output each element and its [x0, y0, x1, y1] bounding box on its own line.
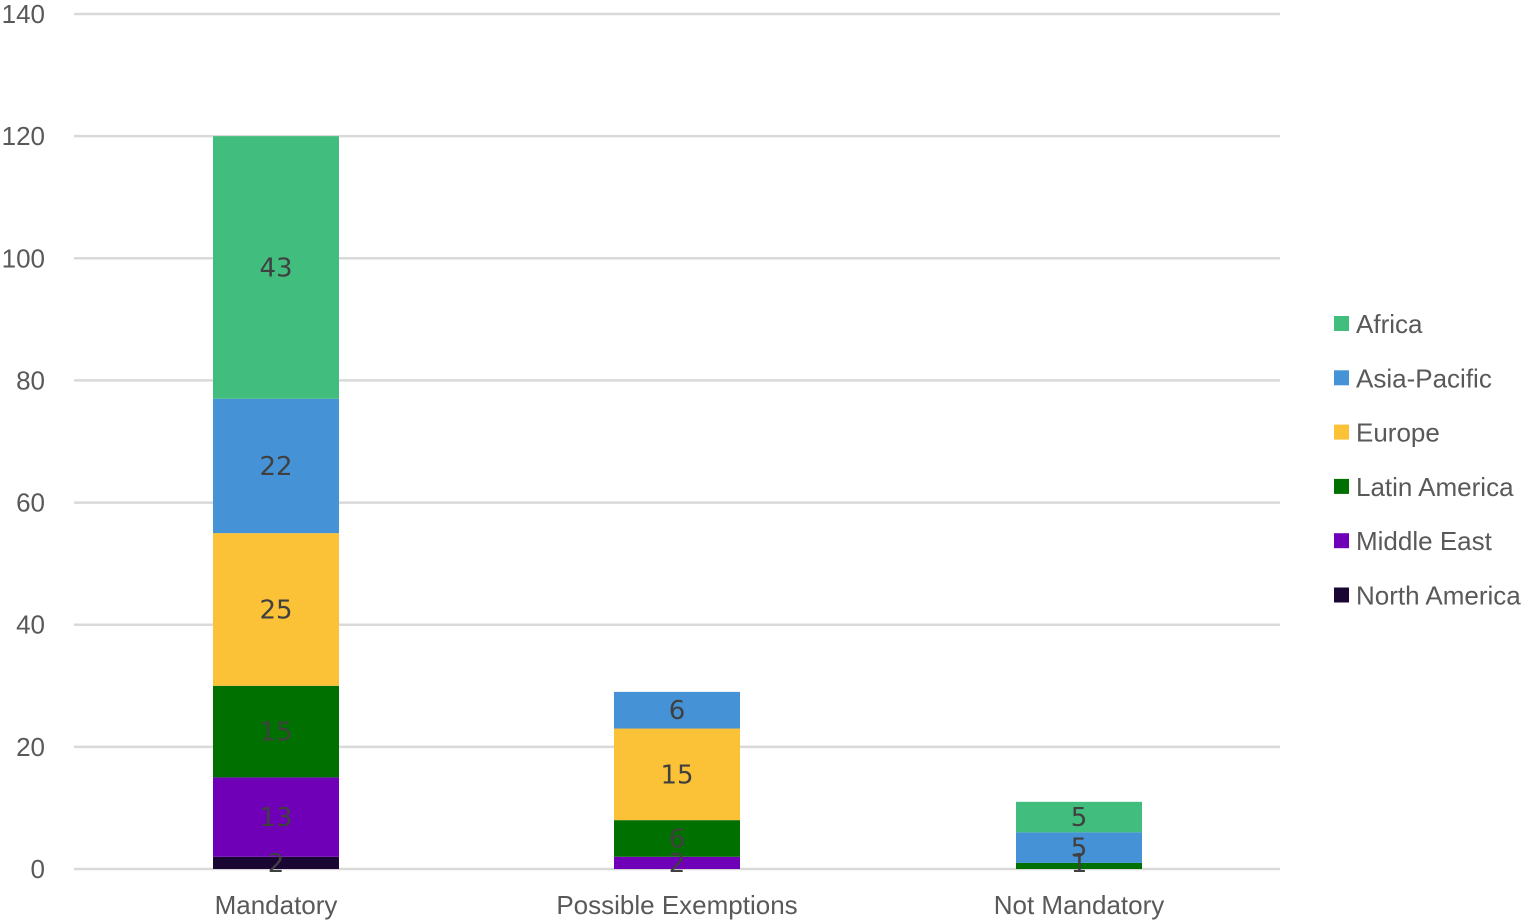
bar-segment-mandatory-middle-east [213, 777, 339, 857]
legend-item-latin-america: Latin America [1334, 472, 1514, 502]
data-label-mandatory-north-america: 2 [268, 849, 285, 879]
y-tick-label: 20 [16, 732, 45, 762]
bar-segment-not-mandatory-africa [1016, 801, 1142, 833]
data-label-not-mandatory-africa: 5 [1071, 803, 1088, 833]
bar-segment-mandatory-europe [213, 533, 339, 686]
bar-segment-possible-exemptions-asia-pacific [614, 691, 740, 729]
bar-segment-possible-exemptions-latin-america [614, 820, 740, 857]
bar-segment-mandatory-asia-pacific [213, 398, 339, 534]
y-tick-label: 60 [16, 488, 45, 518]
data-label-possible-exemptions-latin-america: 6 [669, 824, 686, 854]
y-axis-tick-labels: 0 20 40 60 80 100 120 140 [2, 0, 45, 884]
y-tick-label: 140 [2, 0, 45, 29]
y-tick-label: 0 [31, 854, 45, 884]
y-tick-label: 80 [16, 365, 45, 395]
bar-segment-possible-exemptions-middle-east [614, 856, 740, 869]
bar-segment-mandatory-north-america [213, 856, 339, 869]
data-label-not-mandatory-asia-pacific: 5 [1071, 834, 1088, 864]
legend-item-europe: Europe [1334, 418, 1440, 448]
x-category-label-not-mandatory: Not Mandatory [994, 890, 1165, 920]
x-category-label-possible-exemptions: Possible Exemptions [556, 890, 797, 920]
data-label-mandatory-asia-pacific: 22 [259, 452, 292, 482]
legend-swatch-north-america [1334, 587, 1349, 603]
legend-swatch-middle-east [1334, 533, 1349, 549]
data-label-possible-exemptions-middle-east: 2 [669, 849, 686, 879]
data-label-mandatory-middle-east: 13 [259, 803, 292, 833]
data-label-possible-exemptions-europe: 15 [660, 760, 693, 790]
legend-label-asia-pacific: Asia-Pacific [1356, 363, 1492, 393]
legend-label-middle-east: Middle East [1356, 526, 1493, 556]
y-tick-label: 100 [2, 243, 45, 273]
legend: Africa Asia-Pacific Europe Latin America Mid… [1334, 309, 1521, 611]
x-axis-category-labels: Mandatory Possible Exemptions Not Mandator… [215, 890, 1165, 920]
legend-swatch-asia-pacific [1334, 370, 1349, 386]
bar-segment-mandatory-latin-america [213, 685, 339, 778]
bar-segment-not-mandatory-asia-pacific [1016, 832, 1142, 863]
data-label-mandatory-africa: 43 [259, 253, 292, 283]
data-label-possible-exemptions-asia-pacific: 6 [669, 696, 686, 726]
legend-item-asia-pacific: Asia-Pacific [1334, 363, 1492, 393]
y-tick-label: 40 [16, 610, 45, 640]
legend-label-north-america: North America [1356, 581, 1521, 611]
data-label-not-mandatory-latin-america: 1 [1071, 849, 1088, 879]
legend-swatch-africa [1334, 316, 1349, 331]
legend-label-latin-america: Latin America [1356, 472, 1514, 502]
legend-label-africa: Africa [1356, 309, 1423, 339]
data-label-mandatory-latin-america: 15 [259, 718, 292, 748]
legend-swatch-europe [1334, 424, 1349, 440]
legend-label-europe: Europe [1356, 418, 1440, 448]
data-label-mandatory-europe: 25 [259, 595, 292, 625]
bar-segment-mandatory-africa [213, 136, 339, 399]
legend-item-africa: Africa [1334, 309, 1423, 339]
bars [213, 136, 1142, 869]
legend-swatch-latin-america [1334, 478, 1349, 494]
y-tick-label: 120 [2, 121, 45, 151]
legend-item-north-america: North America [1334, 581, 1521, 611]
legend-item-middle-east: Middle East [1334, 526, 1493, 556]
bar-segment-not-mandatory-latin-america [1016, 862, 1142, 869]
bar-segment-possible-exemptions-europe [614, 728, 740, 821]
x-category-label-mandatory: Mandatory [215, 890, 338, 920]
